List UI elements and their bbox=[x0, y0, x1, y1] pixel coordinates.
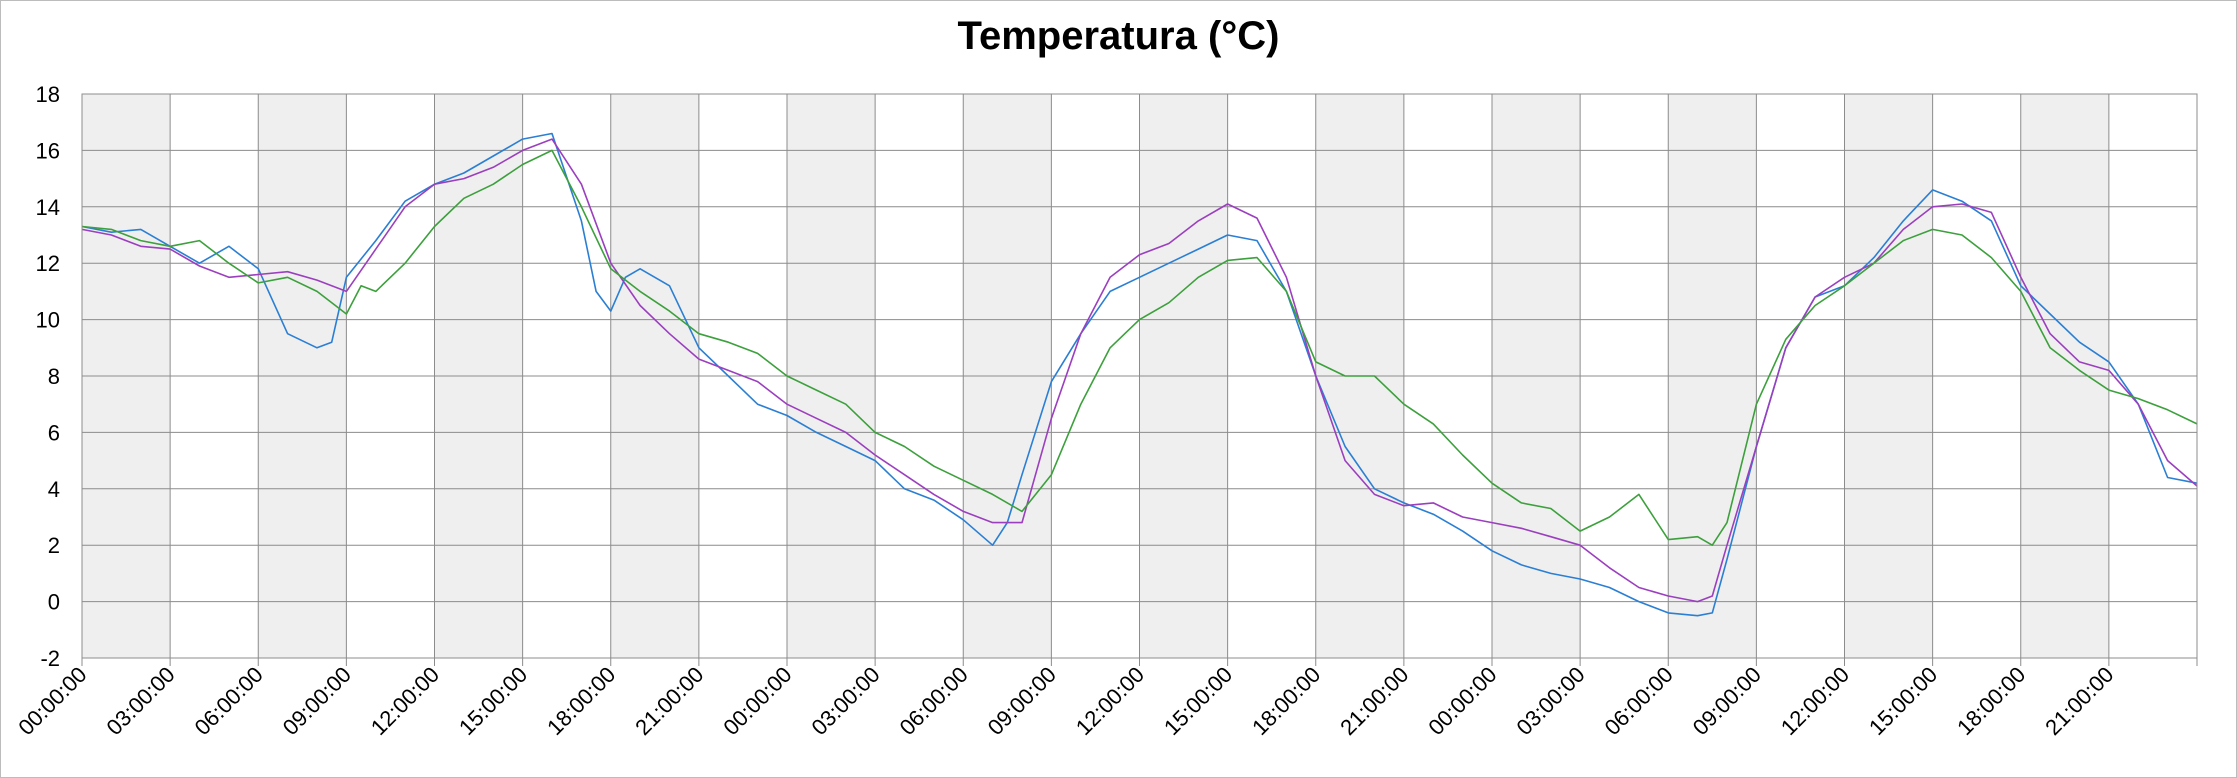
y-tick-label: 18 bbox=[36, 82, 60, 107]
x-tick-label: 12:00:00 bbox=[1071, 662, 1149, 740]
y-tick-label: 16 bbox=[36, 138, 60, 163]
y-tick-label: 0 bbox=[48, 590, 60, 615]
x-tick-label: 09:00:00 bbox=[278, 662, 356, 740]
x-tick-label: 15:00:00 bbox=[1864, 662, 1942, 740]
y-tick-label: 4 bbox=[48, 477, 60, 502]
y-tick-label: 14 bbox=[36, 195, 60, 220]
x-tick-label: 18:00:00 bbox=[1952, 662, 2030, 740]
series-lines bbox=[81, 132, 2198, 617]
x-tick-label: 00:00:00 bbox=[718, 662, 796, 740]
x-tick-label: 06:00:00 bbox=[1600, 662, 1678, 740]
x-tick-label: 21:00:00 bbox=[1335, 662, 1413, 740]
series-line-3 bbox=[81, 149, 2198, 547]
x-tick-label: 00:00:00 bbox=[13, 662, 91, 740]
x-tick-label: 21:00:00 bbox=[630, 662, 708, 740]
vertical-gridlines bbox=[81, 94, 2198, 666]
x-tick-label: 00:00:00 bbox=[1423, 662, 1501, 740]
x-tick-label: 06:00:00 bbox=[895, 662, 973, 740]
x-tick-label: 09:00:00 bbox=[1688, 662, 1766, 740]
x-tick-label: 21:00:00 bbox=[2040, 662, 2118, 740]
x-tick-label: 03:00:00 bbox=[1511, 662, 1589, 740]
x-axis-ticks: 00:00:00 03:00:00 06:00:00 09:00:00 12:00:00… bbox=[13, 662, 2118, 740]
y-tick-label: 10 bbox=[36, 308, 60, 333]
x-tick-label: 03:00:00 bbox=[806, 662, 884, 740]
y-tick-label: 12 bbox=[36, 251, 60, 276]
series-line-2 bbox=[81, 138, 2198, 603]
x-tick-label: 18:00:00 bbox=[542, 662, 620, 740]
y-tick-label: 6 bbox=[48, 420, 60, 445]
y-tick-label: 2 bbox=[48, 533, 60, 558]
y-tick-label: -2 bbox=[40, 646, 60, 671]
x-tick-label: 12:00:00 bbox=[1776, 662, 1854, 740]
x-tick-label: 09:00:00 bbox=[983, 662, 1061, 740]
x-tick-label: 12:00:00 bbox=[366, 662, 444, 740]
x-tick-label: 06:00:00 bbox=[190, 662, 268, 740]
y-tick-label: 8 bbox=[48, 364, 60, 389]
x-tick-label: 03:00:00 bbox=[101, 662, 179, 740]
x-tick-label: 18:00:00 bbox=[1247, 662, 1325, 740]
chart-title: Temperatura (°C) bbox=[957, 14, 1280, 58]
x-tick-label: 15:00:00 bbox=[454, 662, 532, 740]
x-tick-label: 15:00:00 bbox=[1159, 662, 1237, 740]
y-axis-ticks: 18 16 14 12 10 8 6 4 2 0 -2 bbox=[36, 82, 60, 671]
plot-area-border bbox=[81, 93, 2198, 659]
